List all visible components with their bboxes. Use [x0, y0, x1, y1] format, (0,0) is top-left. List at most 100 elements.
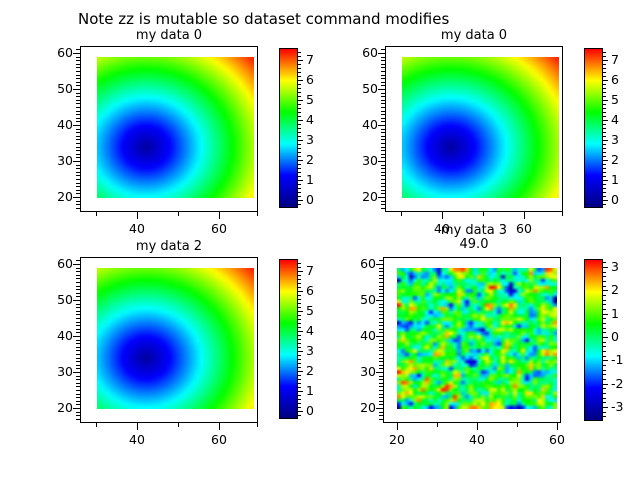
colorbar-tick-label: 7 — [306, 52, 314, 67]
y-minor-tick — [76, 143, 80, 144]
y-minor-tick — [379, 368, 383, 370]
colorbar-minor-tick — [298, 359, 301, 360]
y-minor-tick — [379, 382, 383, 384]
colorbar-minor-tick — [298, 355, 301, 356]
y-tick-label: 40 — [362, 117, 378, 132]
colorbar-major-tick — [298, 271, 303, 272]
y-minor-tick — [381, 117, 385, 119]
colorbar-minor-tick — [298, 96, 301, 97]
y-minor-tick — [76, 318, 80, 319]
colorbar-minor-tick — [603, 68, 606, 69]
y-minor-tick — [381, 74, 385, 76]
y-minor-tick — [381, 96, 385, 98]
y-minor-tick — [379, 364, 383, 366]
y-minor-tick — [76, 146, 80, 148]
colorbar-minor-tick — [603, 327, 606, 329]
colorbar-minor-tick — [603, 416, 606, 418]
y-major-tick — [73, 125, 80, 126]
colorbar-major-tick — [298, 60, 303, 61]
colorbar — [279, 259, 298, 419]
colorbar-minor-tick — [603, 392, 606, 394]
y-major-tick — [73, 264, 80, 265]
y-minor-tick — [76, 153, 80, 155]
y-minor-tick — [76, 260, 80, 262]
colorbar-minor-tick — [298, 144, 301, 145]
y-tick-label: 60 — [57, 45, 73, 60]
colorbar-minor-tick — [298, 267, 301, 268]
y-minor-tick — [379, 400, 383, 402]
y-minor-tick — [76, 346, 80, 348]
y-tick-label: 30 — [57, 153, 73, 168]
y-minor-tick — [76, 186, 80, 188]
heatmap-image — [397, 268, 557, 409]
colorbar-major-tick — [603, 80, 608, 81]
colorbar-tick-label: 3 — [611, 132, 619, 147]
y-minor-tick — [76, 415, 80, 417]
y-minor-tick — [76, 110, 80, 112]
y-minor-tick — [381, 56, 385, 58]
y-minor-tick — [381, 189, 385, 191]
x-tick-label: 60 — [549, 432, 565, 447]
colorbar-major-tick — [298, 311, 303, 312]
colorbar — [584, 48, 603, 208]
colorbar-minor-tick — [603, 184, 606, 185]
colorbar-minor-tick — [603, 304, 606, 306]
colorbar-major-tick — [298, 291, 303, 292]
colorbar-minor-tick — [298, 168, 301, 169]
colorbar — [584, 259, 603, 421]
y-minor-tick — [381, 71, 385, 72]
colorbar-major-tick — [298, 351, 303, 352]
colorbar-tick-label: 0 — [306, 403, 314, 418]
y-minor-tick — [76, 307, 80, 309]
y-minor-tick — [76, 368, 80, 370]
colorbar-minor-tick — [603, 350, 606, 352]
colorbar-minor-tick — [298, 184, 301, 185]
colorbar-major-tick — [298, 331, 303, 332]
colorbar-minor-tick — [298, 164, 301, 165]
y-minor-tick — [76, 375, 80, 377]
colorbar-tick-label: 6 — [306, 72, 314, 87]
colorbar-minor-tick — [298, 379, 301, 380]
colorbar-tick-label: 3 — [611, 259, 619, 275]
colorbar-tick-label: 2 — [611, 282, 619, 298]
colorbar-tick-label: 1 — [306, 383, 314, 398]
colorbar-tick-label: 0 — [306, 192, 314, 207]
x-minor-tick — [517, 423, 518, 427]
y-major-tick — [376, 372, 383, 373]
y-minor-tick — [379, 375, 383, 377]
colorbar-minor-tick — [603, 378, 606, 380]
y-minor-tick — [76, 207, 80, 209]
y-minor-tick — [381, 164, 385, 166]
y-minor-tick — [379, 350, 383, 352]
y-minor-tick — [76, 357, 80, 359]
colorbar-minor-tick — [603, 309, 606, 311]
colorbar-tick-label: 5 — [611, 92, 619, 107]
y-minor-tick — [76, 63, 80, 65]
colorbar-major-tick — [298, 80, 303, 81]
colorbar-minor-tick — [603, 64, 606, 65]
heatmap-image — [402, 57, 559, 198]
y-minor-tick — [381, 132, 385, 134]
colorbar-tick-label: 7 — [611, 52, 619, 67]
x-minor-tick — [96, 423, 97, 427]
y-minor-tick — [76, 282, 80, 283]
y-minor-tick — [76, 114, 80, 116]
y-minor-tick — [381, 99, 385, 101]
y-minor-tick — [379, 361, 383, 363]
y-minor-tick — [381, 150, 385, 152]
y-minor-tick — [379, 328, 383, 330]
y-minor-tick — [379, 415, 383, 417]
y-minor-tick — [76, 107, 80, 108]
y-tick-label: 20 — [57, 400, 73, 415]
y-minor-tick — [379, 354, 383, 355]
y-minor-tick — [381, 175, 385, 177]
y-minor-tick — [76, 204, 80, 206]
y-minor-tick — [76, 74, 80, 76]
y-minor-tick — [76, 92, 80, 94]
colorbar-minor-tick — [603, 84, 606, 85]
colorbar-minor-tick — [603, 104, 606, 105]
y-minor-tick — [381, 204, 385, 206]
y-minor-tick — [76, 103, 80, 105]
y-minor-tick — [381, 153, 385, 155]
y-minor-tick — [76, 314, 80, 316]
